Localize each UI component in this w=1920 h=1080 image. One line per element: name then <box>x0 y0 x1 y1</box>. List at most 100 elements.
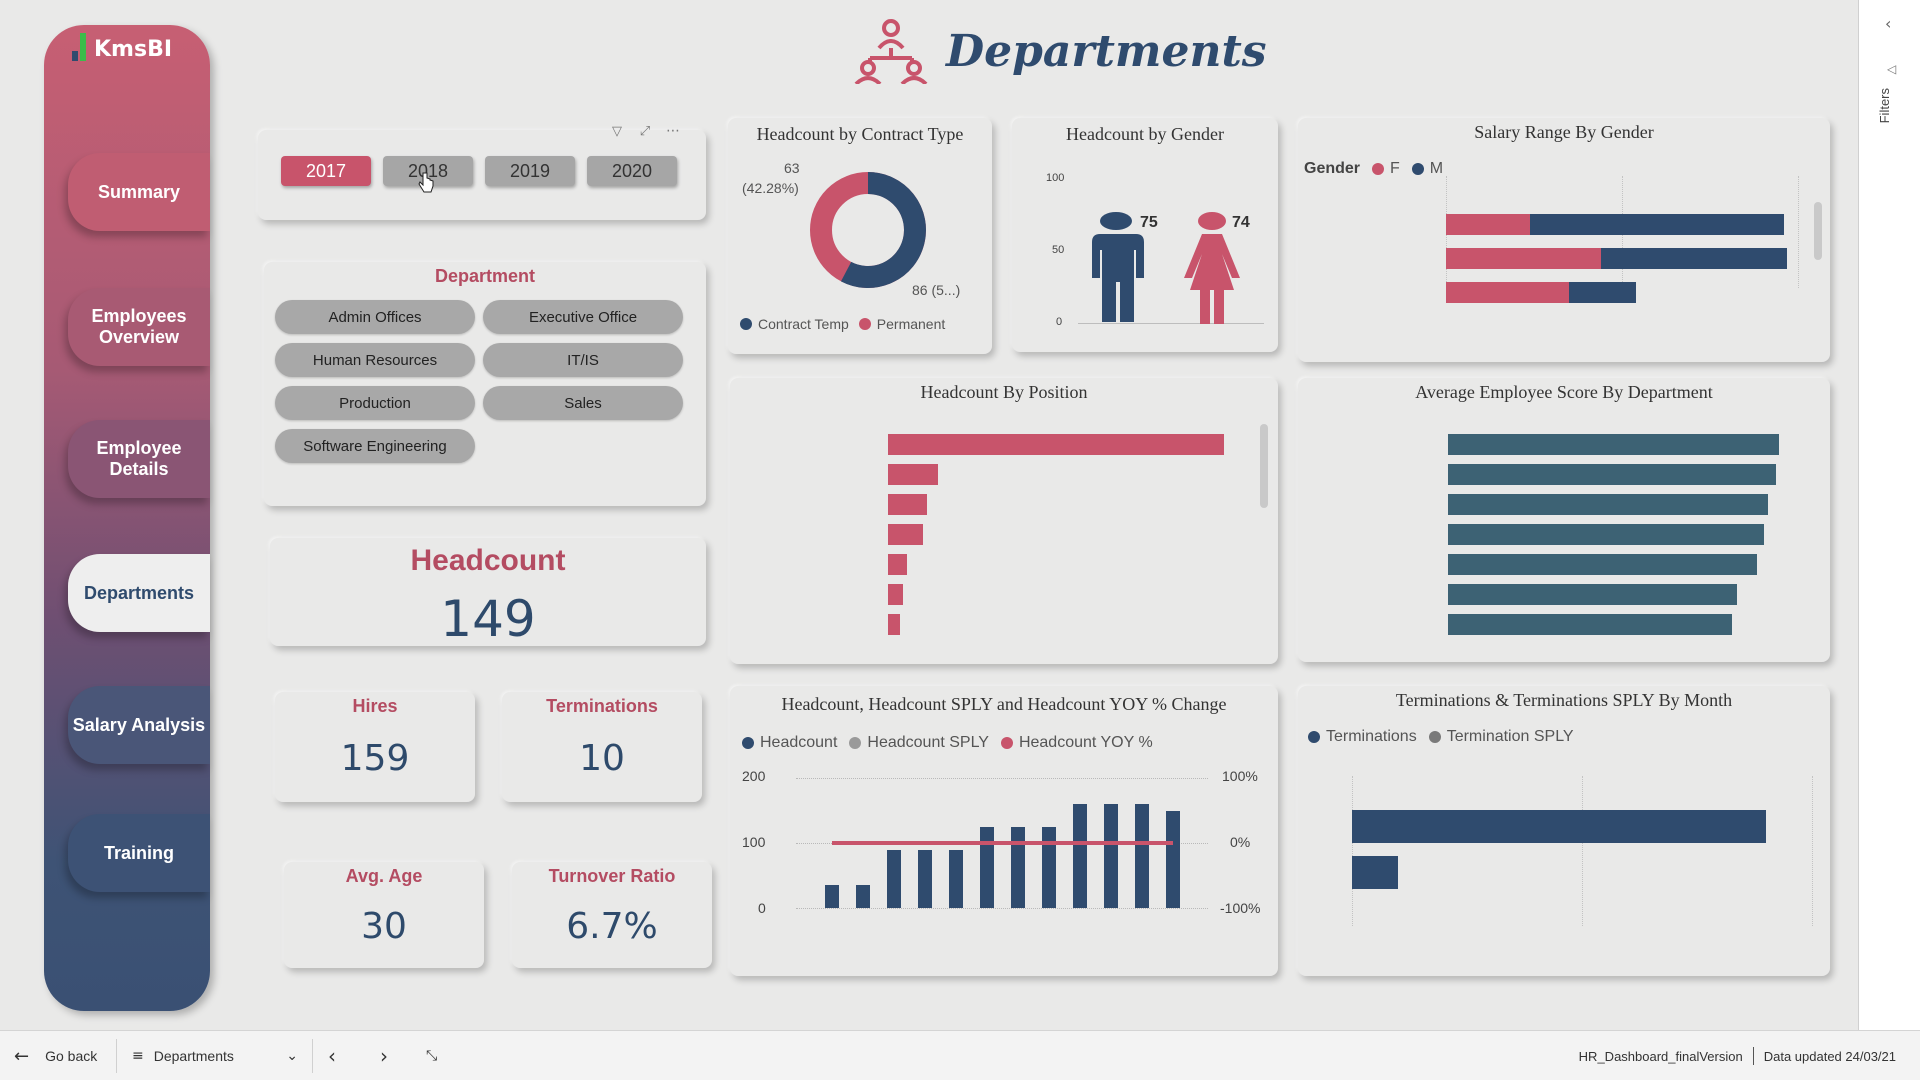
combo-gridline <box>796 778 1208 779</box>
position-bar <box>888 614 900 635</box>
arrow-left-icon: ← <box>14 1045 30 1067</box>
legend-item: M <box>1429 160 1444 177</box>
dept-sales[interactable]: Sales <box>483 386 683 420</box>
combo-yright-tick: 0% <box>1230 834 1251 850</box>
combo-yright-tick: 100% <box>1222 768 1258 784</box>
nav-departments[interactable]: Departments <box>68 554 210 632</box>
page-selector[interactable]: ≡ Departments ⌄ <box>132 1031 298 1080</box>
more-options-icon[interactable]: ⋯ <box>666 123 680 139</box>
nav-employees-overview[interactable]: Employees Overview <box>68 288 210 366</box>
combo-bar <box>1103 804 1118 908</box>
avgscore-bar <box>1448 584 1737 605</box>
nav-training[interactable]: Training <box>68 814 210 892</box>
gender-male-value: 75 <box>1140 214 1158 231</box>
male-figure-icon <box>1092 212 1144 322</box>
dept-label: Sales <box>564 394 602 412</box>
filter-icon[interactable]: ▽ <box>612 123 622 139</box>
position-bar <box>888 524 923 545</box>
combo-yleft-tick: 200 <box>742 768 766 784</box>
go-back-button[interactable]: ← Go back <box>14 1031 97 1080</box>
gender-title: Headcount by Gender <box>1066 124 1224 144</box>
dept-human-resources[interactable]: Human Resources <box>275 343 475 377</box>
hires-label: Hires <box>352 696 398 716</box>
avgscore-bar <box>1448 494 1768 515</box>
dept-label: Admin Offices <box>328 308 422 326</box>
dept-production[interactable]: Production <box>275 386 475 420</box>
combo-legend: Headcount Headcount SPLY Headcount YOY % <box>742 734 1153 752</box>
dept-admin-offices[interactable]: Admin Offices <box>275 300 475 334</box>
nav-employee-details[interactable]: Employee Details <box>68 420 210 498</box>
filters-pane-label[interactable]: Filters <box>1877 88 1892 124</box>
combo-yright-tick: -100% <box>1220 900 1261 916</box>
nav-label: Salary Analysis <box>72 714 206 735</box>
position-bar <box>888 494 927 515</box>
year-label: 2019 <box>509 160 551 181</box>
terms-gridline <box>1582 776 1583 926</box>
exit-fullscreen-button[interactable]: ⤡ <box>426 1031 437 1080</box>
combo-bar <box>824 885 839 908</box>
terminations-label: Terminations <box>546 696 658 716</box>
year-2020[interactable]: 2020 <box>587 156 677 186</box>
avgscore-bar <box>1448 434 1779 455</box>
headcount-card: Headcount 149 <box>270 538 706 648</box>
collapse-icon: ⤡ <box>426 1048 438 1064</box>
nav-summary[interactable]: Summary <box>68 153 210 231</box>
contract-type-card: Headcount by Contract Type 63 (42.28%) 8… <box>728 118 992 354</box>
combo-bar <box>855 885 870 908</box>
gender-card: Headcount by Gender 100 50 0 75 74 <box>1012 118 1278 352</box>
combo-bar <box>1010 826 1025 908</box>
file-name: HR_Dashboard_finalVersion <box>1578 1048 1743 1064</box>
position-title: Headcount By Position <box>920 382 1088 402</box>
combo-bar <box>1134 804 1149 908</box>
avgscore-plot <box>1298 378 1830 662</box>
gender-baseline <box>1078 323 1264 324</box>
position-plot <box>730 378 1278 664</box>
terms-gridline <box>1352 776 1353 926</box>
report-info: HR_Dashboard_finalVersion Data updated 2… <box>1579 1031 1896 1080</box>
nav-salary-analysis[interactable]: Salary Analysis <box>68 686 210 764</box>
legend-item: Permanent <box>876 316 946 332</box>
focus-mode-icon[interactable]: ⤢ <box>639 123 651 139</box>
position-scrollbar[interactable] <box>1260 424 1268 508</box>
avg-age-label: Avg. Age <box>345 866 423 886</box>
chevron-left-icon[interactable]: ‹ <box>1885 14 1892 33</box>
position-bar <box>888 464 939 485</box>
dept-executive-office[interactable]: Executive Office <box>483 300 683 334</box>
salary-title: Salary Range By Gender <box>1474 122 1654 142</box>
terminations-card: Terminations 10 <box>502 692 702 802</box>
gender-ytick: 100 <box>1046 172 1065 184</box>
logo-text: KmsBI <box>94 37 173 62</box>
filters-pane[interactable]: ‹ ◁ Filters <box>1858 0 1920 1030</box>
dept-it-is[interactable]: IT/IS <box>483 343 683 377</box>
next-page-button[interactable]: › <box>380 1031 388 1080</box>
avg-age-card: Avg. Age 30 <box>284 862 484 968</box>
avgscore-bar <box>1448 464 1777 485</box>
contract-legend: Contract Temp Permanent <box>740 316 945 332</box>
year-2017[interactable]: 2017 <box>281 156 371 186</box>
data-updated: Data updated 24/03/21 <box>1763 1048 1896 1064</box>
prev-page-button[interactable]: ‹ <box>328 1031 336 1080</box>
salary-scrollbar[interactable] <box>1814 202 1822 260</box>
salary-bar-f <box>1446 248 1601 269</box>
terms-bar <box>1352 810 1766 843</box>
legend-item: Terminations <box>1326 728 1417 745</box>
nav-label: Summary <box>97 181 181 202</box>
people-hierarchy-icon <box>854 19 928 84</box>
headcount-value: 149 <box>440 590 536 648</box>
combo-title: Headcount, Headcount SPLY and Headcount … <box>781 694 1227 714</box>
dept-label: IT/IS <box>567 351 599 369</box>
dept-software-engineering[interactable]: Software Engineering <box>275 429 475 463</box>
avgscore-bar <box>1448 614 1732 635</box>
dept-label: Executive Office <box>528 308 638 326</box>
combo-bar <box>1165 810 1180 908</box>
bottom-bar: ← Go back ≡ Departments ⌄ ‹ › ⤡ HR_Dashb… <box>0 1030 1920 1080</box>
chevron-right-icon: › <box>380 1044 388 1068</box>
terms-gridline <box>1812 776 1813 926</box>
position-bar <box>888 584 904 605</box>
salary-plot <box>1298 118 1830 362</box>
year-2019[interactable]: 2019 <box>485 156 575 186</box>
legend-item: Headcount YOY % <box>1018 734 1153 751</box>
combo-bar <box>948 849 963 908</box>
donut-slice-permanent <box>840 172 926 288</box>
combo-gridline <box>796 908 1208 909</box>
